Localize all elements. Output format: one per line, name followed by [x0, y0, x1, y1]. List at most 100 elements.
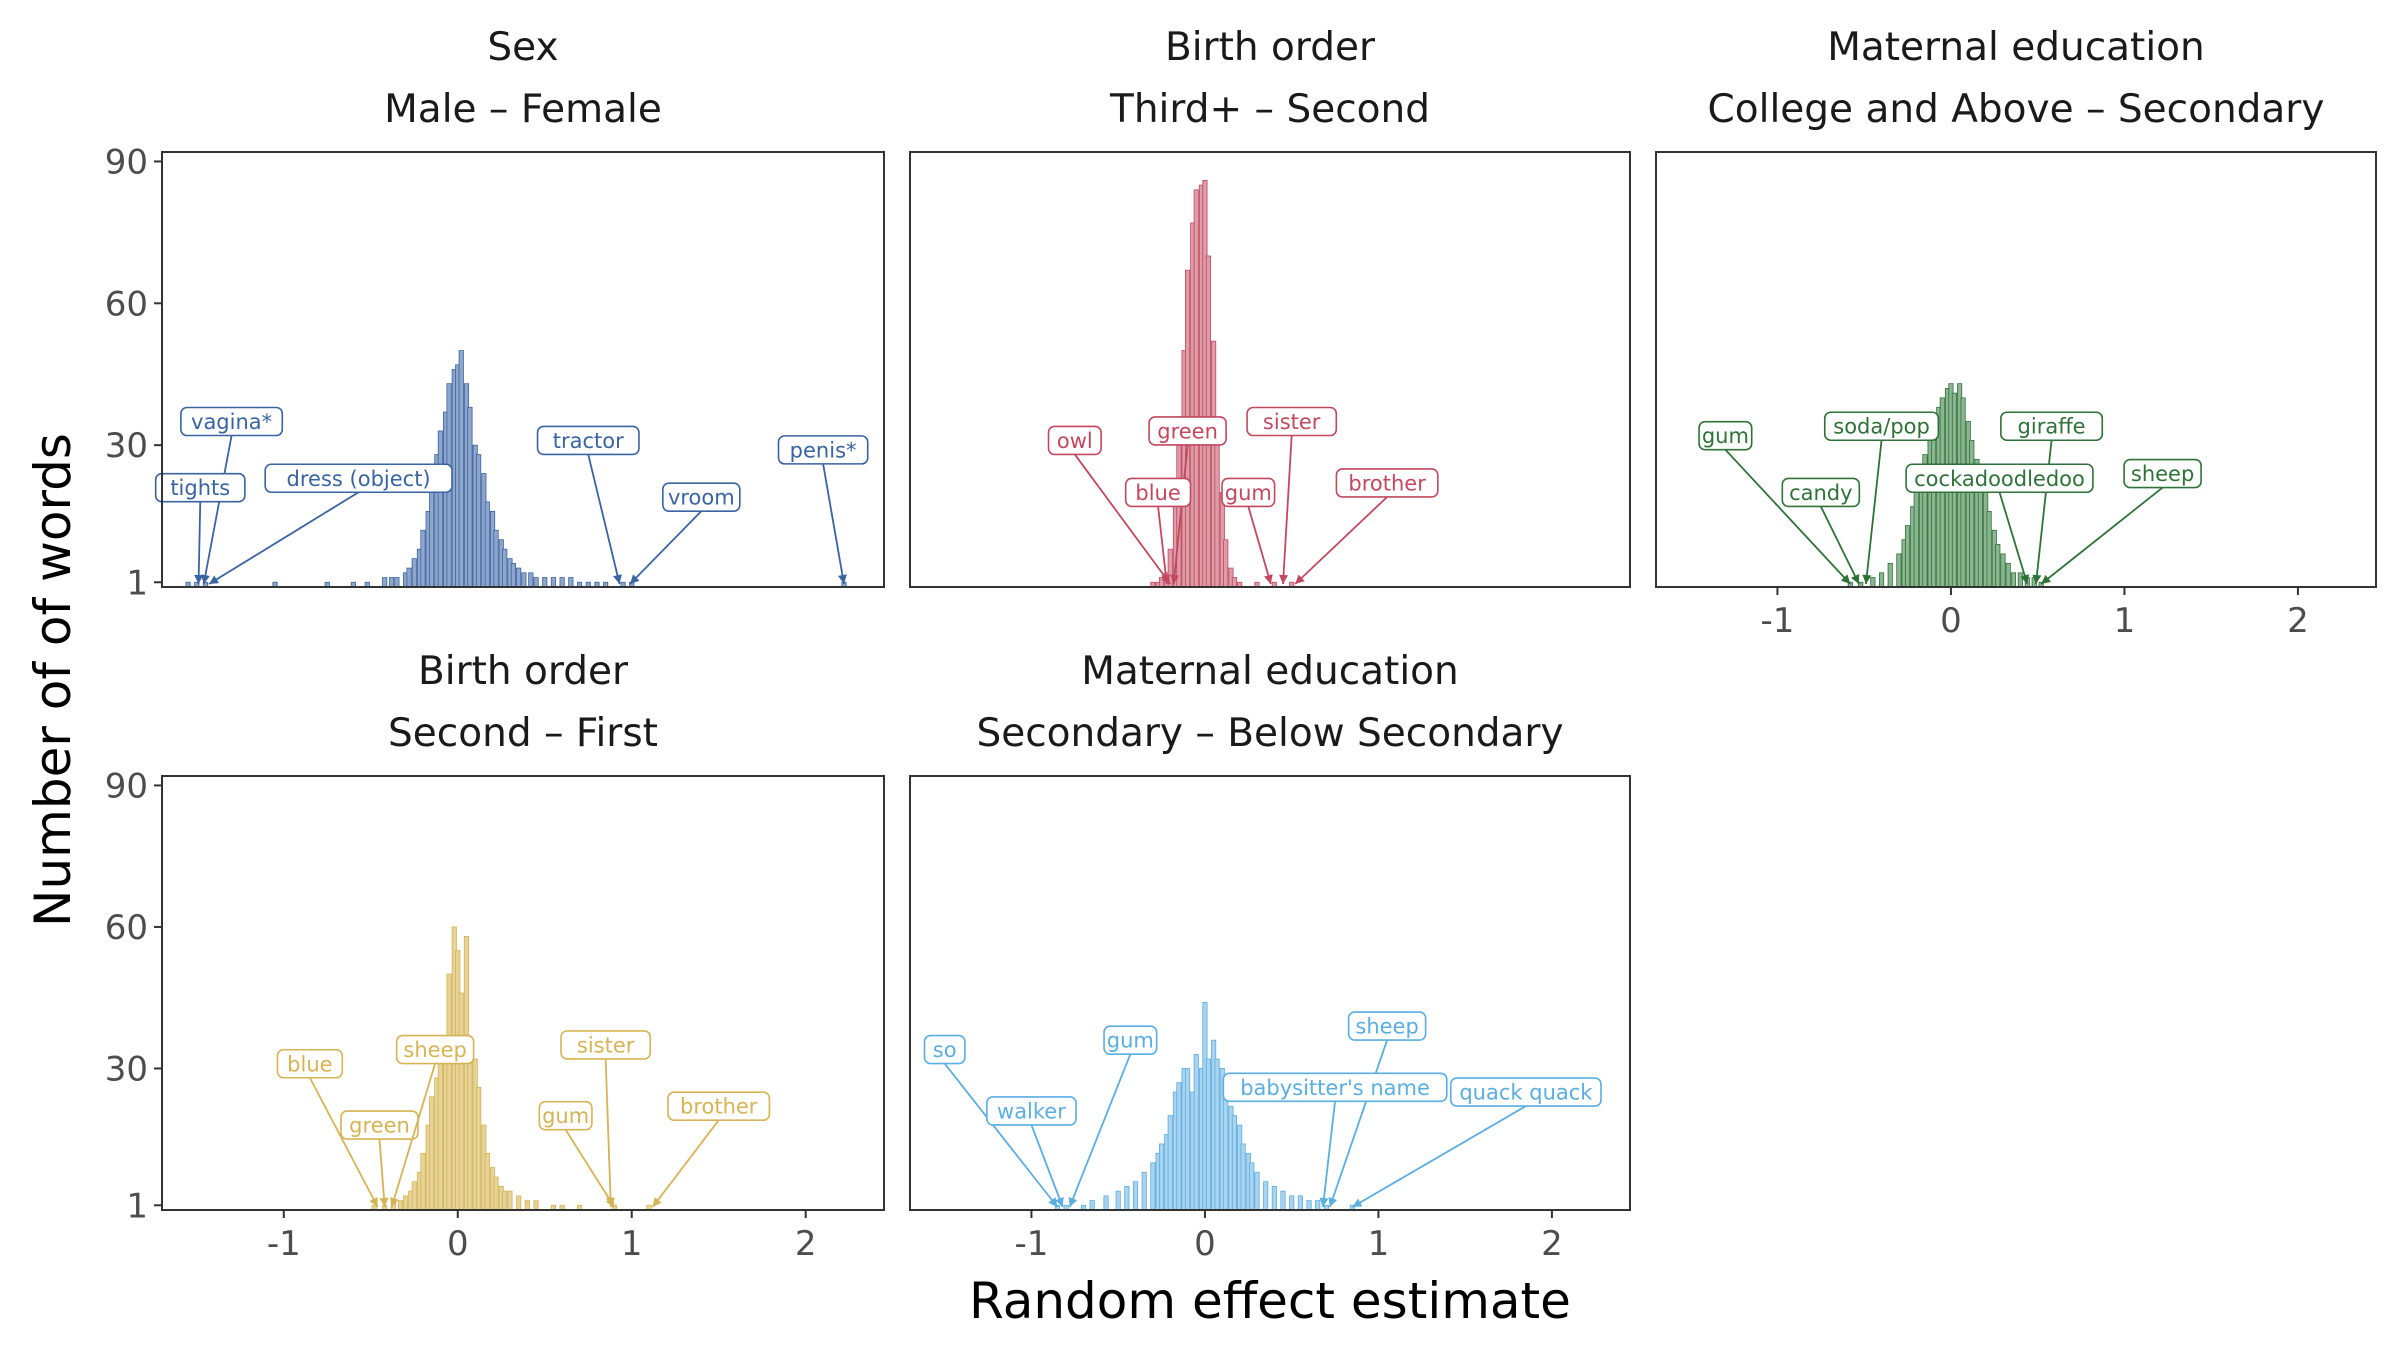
histogram-bar [516, 567, 522, 588]
panel-border [1655, 151, 2377, 588]
histogram-bar [1089, 1200, 1095, 1211]
panel-variable-title: Maternal education [1827, 25, 2205, 70]
word-label: sister [1263, 410, 1321, 434]
histogram-bar [524, 1200, 530, 1211]
x-tick-label: 1 [621, 1224, 643, 1264]
panels-layer: Sex Male – Female vagina* tights dress (obje… [105, 25, 2377, 1264]
label-leader-line [1865, 440, 1883, 585]
label-leader-line [2035, 440, 2053, 585]
label-leader-line [822, 463, 845, 585]
label-arrowhead [369, 1196, 378, 1207]
word-label: gum [1107, 1029, 1154, 1053]
histogram-bar [476, 454, 482, 588]
word-label: tractor [553, 429, 624, 453]
word-label-box [1148, 416, 1227, 446]
label-leader-line [309, 1077, 379, 1208]
word-label-box [1450, 1077, 1602, 1107]
panel-contrast-title: College and Above – Secondary [1708, 87, 2325, 132]
word-label: owl [1057, 429, 1093, 453]
word-label-box [536, 425, 640, 456]
y-tick-label: 30 [105, 1049, 148, 1089]
word-label: blue [287, 1052, 332, 1076]
panel-contrast-title: Second – First [388, 711, 658, 756]
histogram-bar [1931, 416, 1937, 588]
word-label: green [1157, 419, 1218, 443]
histogram-bar [411, 558, 417, 588]
word-label-box [1823, 411, 1940, 442]
histogram-bar [2017, 572, 2023, 588]
label-leader-line [1157, 506, 1168, 585]
x-tick-label: -1 [267, 1224, 301, 1264]
histogram-bar [467, 1039, 473, 1211]
word-label: sister [577, 1033, 635, 1057]
label-arrowhead [200, 574, 210, 584]
histogram-bar [559, 577, 565, 588]
label-arrowhead [605, 1196, 615, 1207]
word-label: walker [997, 1099, 1066, 1123]
histogram-bar [1249, 1162, 1255, 1211]
label-leader-line [1068, 1053, 1132, 1208]
word-label-box [154, 472, 246, 503]
word-label: sheep [1355, 1015, 1418, 1039]
word-label-box [340, 1110, 419, 1140]
label-arrowhead [1295, 574, 1305, 584]
histogram-bar [507, 1190, 513, 1211]
histogram-bar [1870, 577, 1876, 588]
histogram-bar [1271, 1186, 1277, 1211]
histogram-bar [1223, 539, 1229, 588]
label-leader-line [378, 1139, 386, 1208]
histogram-bar [1878, 572, 1885, 588]
word-label-box [180, 406, 284, 437]
histogram-bar [1240, 1143, 1246, 1211]
word-label-box [2123, 458, 2202, 489]
label-arrowhead [1840, 574, 1851, 584]
histogram-bar [1297, 1195, 1303, 1211]
label-leader-line [1329, 1039, 1388, 1208]
word-label-box [1103, 1025, 1158, 1055]
label-leader-line [1294, 496, 1388, 585]
word-label-box [1905, 463, 2094, 494]
word-label: penis* [790, 438, 857, 462]
word-label: dress (object) [287, 467, 431, 491]
histogram-bar [1887, 562, 1893, 588]
panel-variable-title: Sex [487, 25, 558, 70]
histogram-bar [484, 1152, 490, 1211]
label-arrowhead [1319, 1197, 1329, 1207]
label-leader-line [202, 435, 233, 585]
label-leader-line [943, 1063, 1059, 1208]
panel-4: Birth order Second – First blue green sheep s… [105, 649, 885, 1264]
histogram-bar [1223, 1091, 1229, 1211]
label-leader-line [197, 501, 202, 585]
histogram-bar [533, 577, 539, 588]
label-arrowhead [1264, 574, 1273, 584]
panel-contrast-title: Secondary – Below Secondary [976, 711, 1563, 756]
histogram-bar [493, 1176, 499, 1211]
x-tick-label: 0 [1940, 601, 1962, 641]
label-leader-line [208, 491, 360, 585]
label-arrowhead [208, 575, 219, 584]
histogram-bar [1913, 487, 1919, 588]
histogram-bar [476, 1086, 482, 1211]
panel-contrast-title: Male – Female [384, 87, 662, 132]
histogram-bar [493, 529, 499, 588]
y-axis-title: Number of of words [24, 433, 82, 927]
histogram-bar [382, 577, 388, 588]
label-arrowhead [652, 1197, 662, 1207]
histogram-bar [550, 577, 557, 588]
word-label: blue [1135, 481, 1180, 505]
label-arrowhead [2032, 574, 2042, 584]
x-tick-label: 0 [1194, 1224, 1216, 1264]
x-axis-title: Random effect estimate [969, 1272, 1571, 1330]
histogram-bar [1214, 1058, 1220, 1211]
word-label-box [1246, 406, 1338, 437]
histogram-bar [2005, 562, 2011, 588]
histogram-bar [402, 1195, 409, 1211]
histogram-bar [1315, 1200, 1321, 1211]
histogram-bar [437, 1058, 443, 1211]
word-label: soda/pop [1833, 415, 1930, 439]
histogram-bar [533, 1200, 539, 1211]
panel-border [909, 775, 1631, 1211]
histogram-bar [1896, 553, 1902, 588]
label-leader-line [1172, 444, 1189, 585]
